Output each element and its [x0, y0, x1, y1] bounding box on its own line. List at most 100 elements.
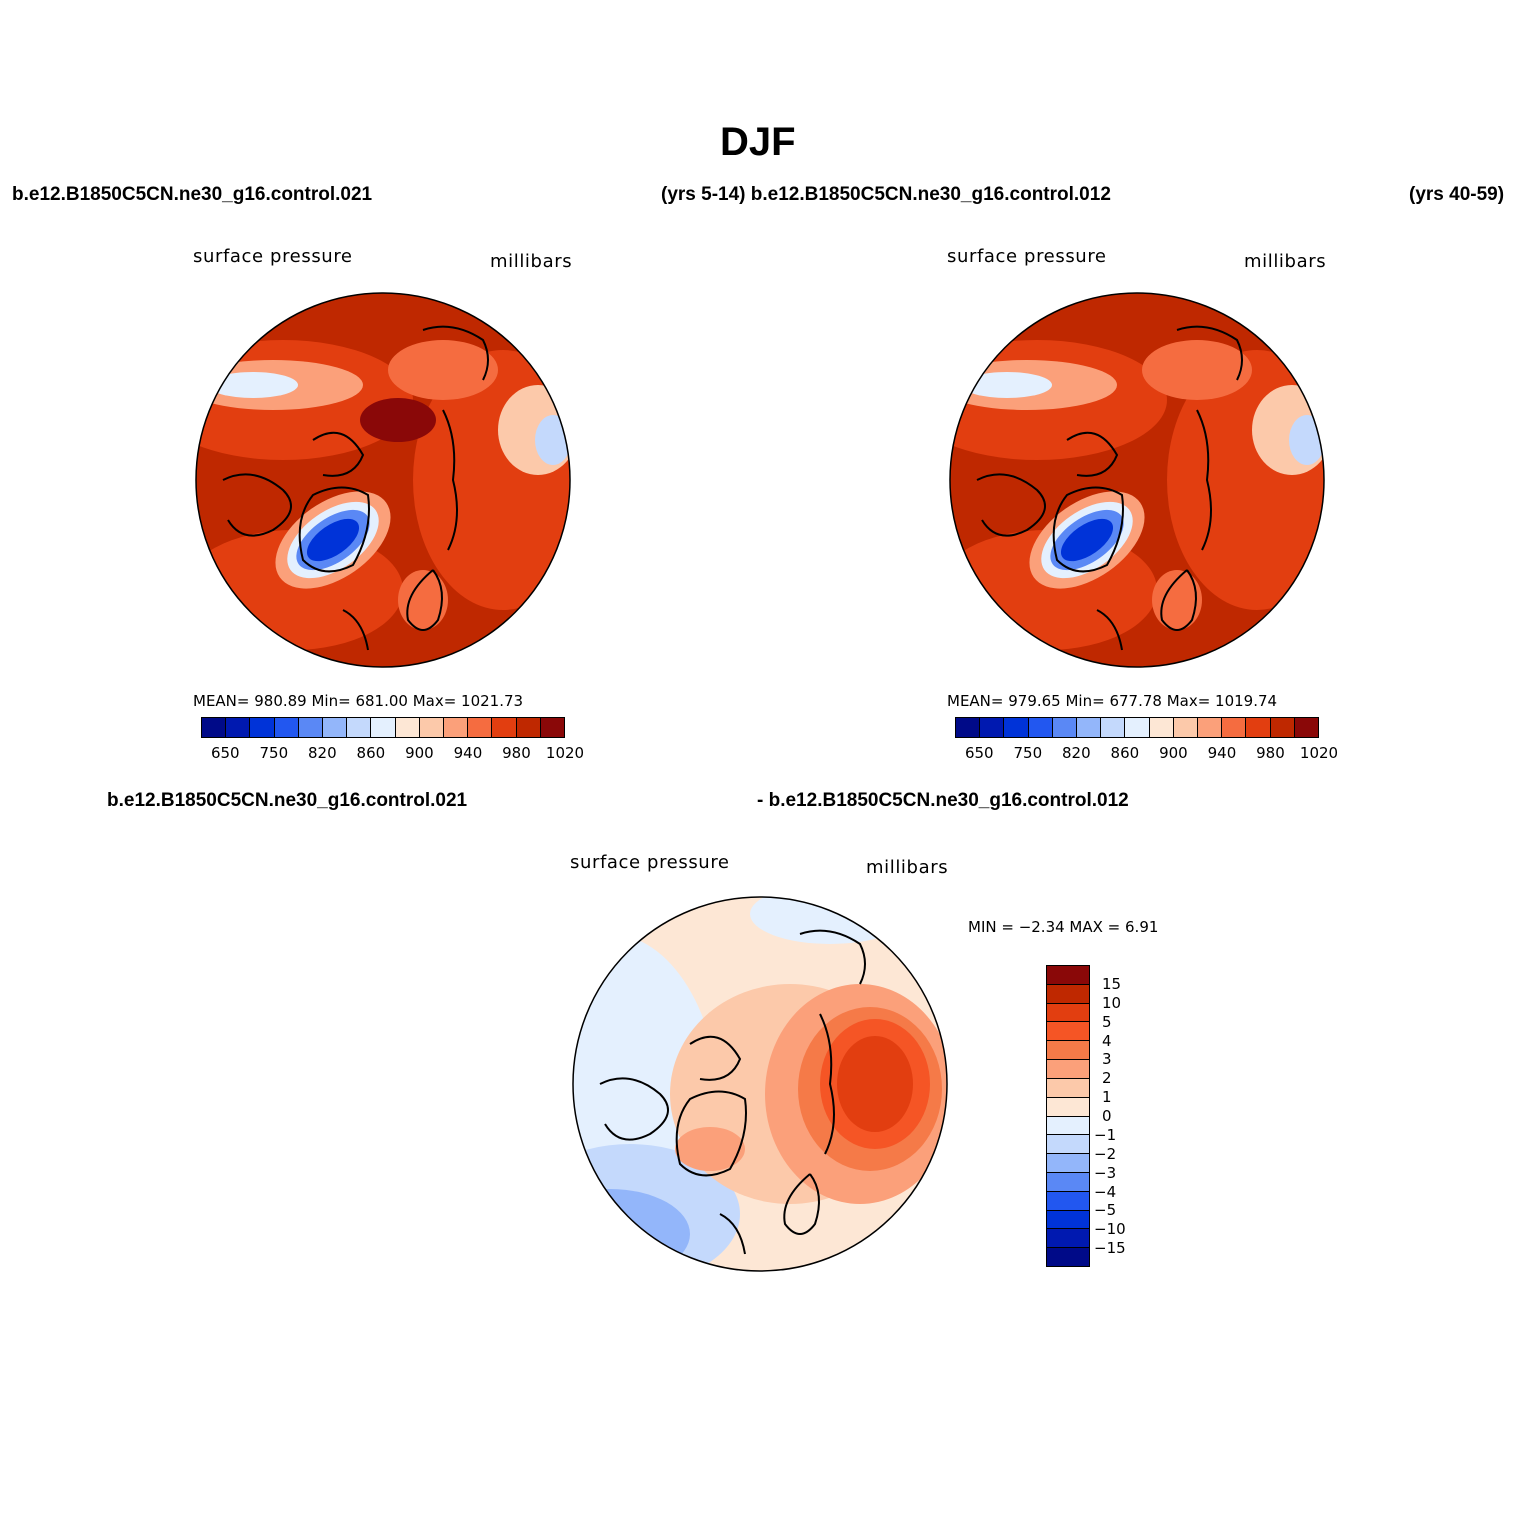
panel-2-colorbar	[955, 717, 1319, 738]
panel-1-colorbar-tick-label: 1020	[545, 744, 585, 762]
panel-2-colorbar-swatch	[1294, 718, 1319, 737]
diff-colorbar-label: 10	[1102, 993, 1122, 1012]
diff-colorbar-label: 4	[1102, 1031, 1112, 1050]
panel-2-colorbar-swatch	[956, 718, 981, 737]
panel-2-region-scandinavia	[1152, 570, 1202, 630]
diff-colorbar-swatch	[1047, 1210, 1089, 1230]
panel-1-region-alaska	[388, 340, 498, 400]
top-middle-case-label: (yrs 5-14) b.e12.B1850C5CN.ne30_g16.cont…	[661, 184, 1111, 205]
top-left-case-label: b.e12.B1850C5CN.ne30_g16.control.021	[12, 184, 373, 205]
panel-2-colorbar-tick-label: 940	[1207, 744, 1237, 762]
panel-1-colorbar-tick-label: 650	[210, 744, 240, 762]
panel-2-colorbar-swatch	[1222, 718, 1247, 737]
panel-1-colorbar-swatch	[347, 718, 372, 737]
diff-variable-label: surface pressure	[570, 852, 730, 873]
panel-2-colorbar-swatch	[1125, 718, 1150, 737]
panel-2-colorbar-tick-label: 820	[1062, 744, 1091, 762]
panel-2-colorbar-swatch	[1004, 718, 1029, 737]
diff-colorbar-swatch	[1047, 1116, 1089, 1136]
diff-colorbar-swatch	[1047, 1154, 1089, 1173]
panel-1-colorbar-tick-label: 980	[502, 744, 531, 762]
diff-polar-map	[572, 896, 948, 1272]
diff-colorbar-swatch	[1047, 1191, 1089, 1211]
panel-1-colorbar-swatch	[444, 718, 469, 737]
panel-1-greenland	[275, 491, 391, 589]
diff-colorbar-swatch	[1047, 1060, 1089, 1079]
diff-colorbar-swatch	[1047, 1248, 1089, 1266]
panel-2-colorbar-swatch	[1077, 718, 1102, 737]
panel-1-colorbar-swatch	[492, 718, 517, 737]
panel-1-colorbar-swatch	[226, 718, 251, 737]
panel-1-colorbar-swatch	[419, 718, 445, 737]
panel-1-colorbar-swatch	[371, 718, 396, 737]
panel-2-colorbar-tick-label: 900	[1159, 744, 1188, 762]
panel-1-colorbar-tick-label: 820	[308, 744, 337, 762]
panel-1-polar-map	[195, 292, 571, 668]
diff-colorbar-label: −5	[1094, 1201, 1117, 1220]
panel-1-colorbar-swatch	[202, 718, 227, 737]
figure-title: DJF	[720, 120, 796, 164]
diff-case-right-label: - b.e12.B1850C5CN.ne30_g16.control.012	[757, 790, 1129, 811]
diff-colorbar-label: 15	[1102, 974, 1122, 993]
panel-2-polar-map	[949, 292, 1325, 668]
diff-colorbar-label: −1	[1094, 1125, 1117, 1144]
diff-colorbar-swatch	[1047, 1078, 1089, 1098]
diff-colorbar-label: 2	[1102, 1069, 1112, 1088]
diff-colorbar-label: 5	[1102, 1012, 1112, 1031]
panel-2-colorbar-tick-label: 1020	[1299, 744, 1339, 762]
diff-region-greenland-positive	[675, 1127, 745, 1171]
diff-colorbar-label: −15	[1094, 1239, 1126, 1258]
diff-colorbar	[1046, 965, 1090, 1267]
panel-1-colorbar-tick-label: 900	[405, 744, 434, 762]
panel-1-colorbar-swatch	[516, 718, 541, 737]
diff-colorbar-swatch	[1047, 1097, 1089, 1117]
panel-2-colorbar-tick-label: 980	[1256, 744, 1285, 762]
panel-2-colorbar-tick-label: 750	[1013, 744, 1043, 762]
diff-colorbar-label: 3	[1102, 1050, 1112, 1069]
panel-2-colorbar-swatch	[1173, 718, 1199, 737]
diff-colorbar-swatch	[1047, 1041, 1089, 1061]
panel-2-variable-label: surface pressure	[947, 246, 1107, 267]
diff-colorbar-swatch	[1047, 1135, 1089, 1155]
panel-2-units-label: millibars	[1244, 251, 1327, 272]
top-right-years-label: (yrs 40-59)	[1409, 184, 1505, 205]
diff-colorbar-label: −2	[1094, 1144, 1117, 1163]
panel-1-coastlines	[222, 325, 489, 651]
panel-2-colorbar-swatch	[1052, 718, 1078, 737]
panel-1-colorbar-swatch	[395, 718, 420, 737]
diff-colorbar-swatch	[1047, 1003, 1089, 1023]
panel-2-colorbar-swatch	[1101, 718, 1126, 737]
panel-2-region-alaska	[1142, 340, 1252, 400]
panel-1-colorbar-swatch	[540, 718, 565, 737]
panel-2-colorbar-swatch	[1246, 718, 1271, 737]
panel-2-colorbar-swatch	[980, 718, 1005, 737]
diff-region-positive-east-4	[837, 1036, 913, 1132]
diff-colorbar-label: −10	[1094, 1220, 1126, 1239]
panel-2-colorbar-swatch	[1270, 718, 1295, 737]
panel-2-colorbar-swatch	[1028, 718, 1053, 737]
panel-1-colorbar-swatch	[468, 718, 493, 737]
diff-colorbar-swatch	[1047, 1229, 1089, 1249]
panel-1-colorbar-swatch	[274, 718, 299, 737]
panel-1-region-siberia-high	[360, 398, 436, 442]
panel-1-region-scandinavia	[398, 570, 448, 630]
diff-stats: MIN = −2.34 MAX = 6.91	[968, 918, 1159, 936]
panel-2-colorbar-swatch	[1149, 718, 1174, 737]
panel-1-units-label: millibars	[490, 251, 573, 272]
panel-1-colorbar-swatch	[298, 718, 324, 737]
diff-colorbar-swatch	[1047, 966, 1089, 985]
diff-colorbar-label: −4	[1094, 1182, 1117, 1201]
diff-colorbar-swatch	[1047, 1022, 1089, 1042]
panel-2-region-himalaya-2	[962, 372, 1052, 398]
panel-2-stats: MEAN= 979.65 Min= 677.78 Max= 1019.74	[947, 692, 1278, 710]
panel-1-colorbar-tick-label: 940	[453, 744, 483, 762]
panel-1-region-himalaya-2	[208, 372, 298, 398]
panel-2-greenland	[1029, 491, 1145, 589]
panel-1-stats: MEAN= 980.89 Min= 681.00 Max= 1021.73	[193, 692, 524, 710]
panel-2-colorbar-tick-label: 860	[1110, 744, 1140, 762]
diff-colorbar-labels: 15 10 5 4 3 2 1 0 −1 −2 −3 −4 −5 −10 −15	[1094, 965, 1158, 1267]
panel-2-colorbar-tick-label: 650	[964, 744, 994, 762]
diff-case-left-label: b.e12.B1850C5CN.ne30_g16.control.021	[107, 790, 468, 811]
diff-colorbar-label: 0	[1102, 1107, 1112, 1125]
panel-1-variable-label: surface pressure	[193, 246, 353, 267]
